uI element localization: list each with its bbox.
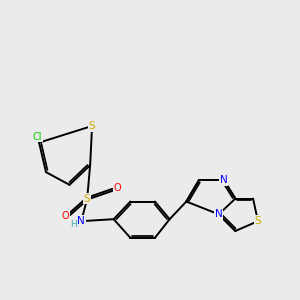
Text: N: N <box>220 175 227 185</box>
Text: H: H <box>70 220 76 229</box>
Text: O: O <box>61 211 69 221</box>
Text: O: O <box>113 183 121 193</box>
Text: S: S <box>89 121 95 131</box>
Text: S: S <box>255 216 261 226</box>
Text: N: N <box>215 209 223 219</box>
Text: Cl: Cl <box>33 132 42 142</box>
Text: S: S <box>84 194 91 204</box>
Text: N: N <box>77 216 85 226</box>
